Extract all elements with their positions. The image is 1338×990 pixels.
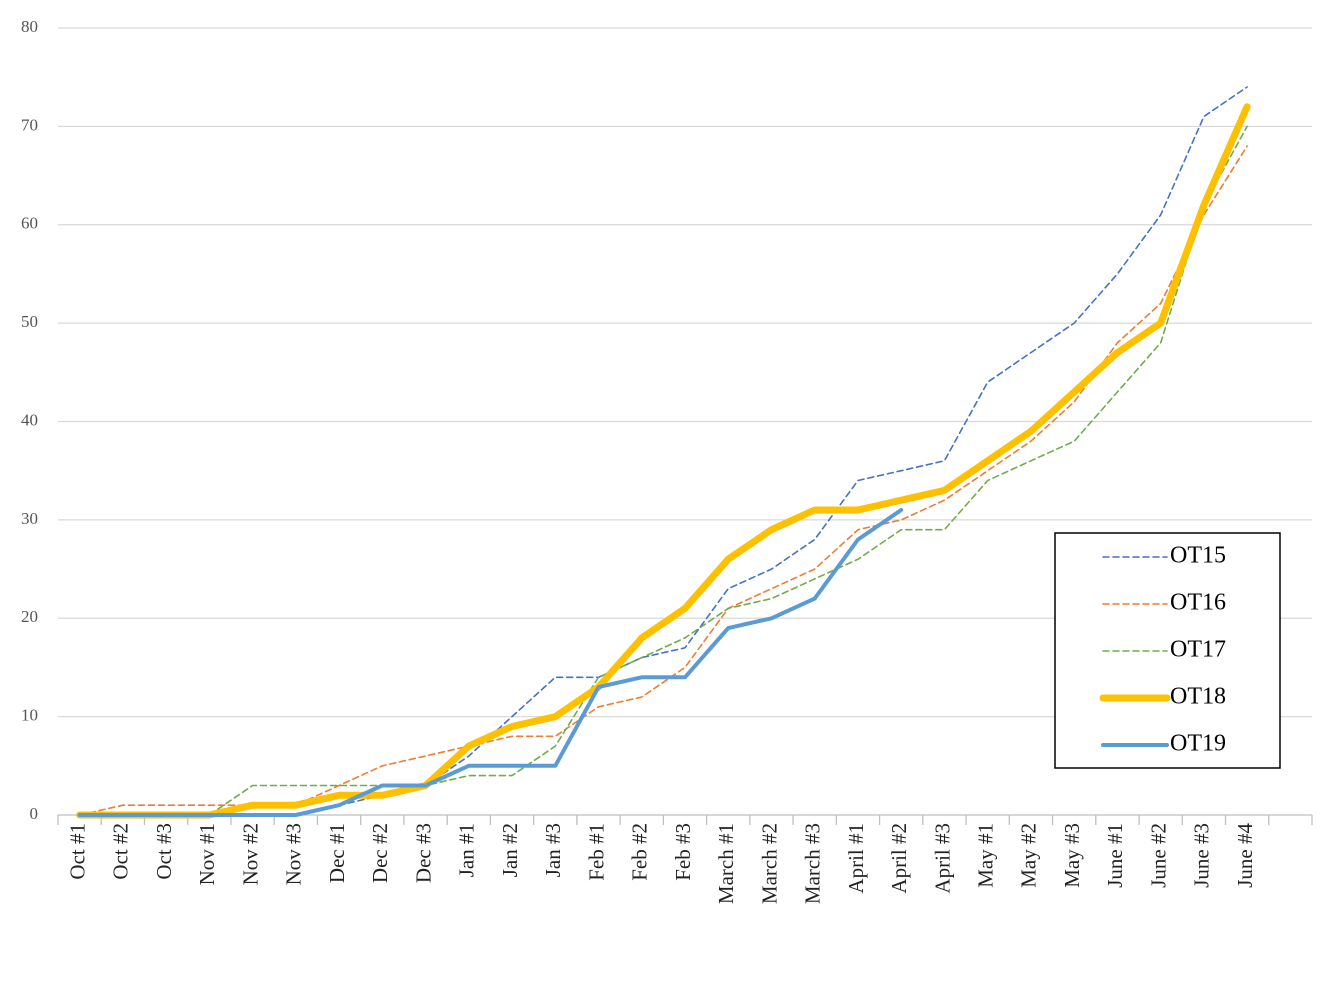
- series-line: [78, 125, 1248, 816]
- x-tick-label: Jan #3: [541, 823, 565, 877]
- x-tick-label: March #3: [801, 823, 825, 904]
- x-tick-label: Nov #3: [282, 823, 306, 885]
- x-tick-label: June #1: [1103, 823, 1127, 888]
- x-tick-label: Oct #3: [152, 823, 176, 880]
- x-tick-label: Feb #2: [628, 823, 652, 881]
- series-line: [76, 103, 1251, 819]
- legend-label: OT17: [1170, 637, 1226, 663]
- legend: OT15 OT16 OT17 OT18 OT19: [1054, 532, 1281, 769]
- x-tick-label: Dec #1: [325, 823, 349, 883]
- x-tick-label: May #3: [1060, 823, 1084, 888]
- x-tick-label: Feb #3: [671, 823, 695, 881]
- legend-label: OT16: [1170, 590, 1226, 616]
- y-tick-label: 10: [21, 706, 38, 725]
- legend-label: OT15: [1170, 543, 1226, 569]
- x-tick-label: Oct #1: [65, 823, 89, 880]
- x-tick-label: Nov #1: [195, 823, 219, 885]
- x-tick-label: June #3: [1190, 823, 1214, 888]
- y-tick-label: 30: [21, 509, 38, 528]
- x-tick-label: Oct #2: [109, 823, 133, 880]
- y-tick-label: 80: [21, 17, 38, 36]
- y-tick-label: 50: [21, 312, 38, 331]
- y-tick-label: 0: [30, 804, 39, 823]
- x-tick-label: April #1: [844, 823, 868, 894]
- legend-label: OT18: [1170, 684, 1226, 710]
- y-tick-label: 40: [21, 410, 38, 429]
- x-tick-label: March #2: [757, 823, 781, 904]
- y-tick-label: 20: [21, 607, 38, 626]
- x-tick-label: June #2: [1146, 823, 1170, 888]
- x-tick-label: May #1: [974, 823, 998, 888]
- x-tick-label: June #4: [1233, 823, 1257, 888]
- x-tick-label: Jan #2: [498, 823, 522, 877]
- x-tick-label: March #1: [714, 823, 738, 904]
- series-line: [77, 508, 904, 817]
- x-tick-label: Nov #2: [238, 823, 262, 885]
- x-tick-label: Jan #1: [455, 823, 479, 877]
- x-tick-label: Dec #3: [411, 823, 435, 883]
- x-tick-label: April #3: [930, 823, 954, 894]
- y-tick-label: 60: [21, 214, 38, 233]
- y-tick-label: 70: [21, 115, 38, 134]
- x-tick-label: April #2: [887, 823, 911, 894]
- x-tick-label: Dec #2: [368, 823, 392, 883]
- x-tick-label: May #2: [1017, 823, 1041, 888]
- legend-label: OT19: [1170, 731, 1226, 757]
- x-tick-label: Feb #1: [584, 823, 608, 881]
